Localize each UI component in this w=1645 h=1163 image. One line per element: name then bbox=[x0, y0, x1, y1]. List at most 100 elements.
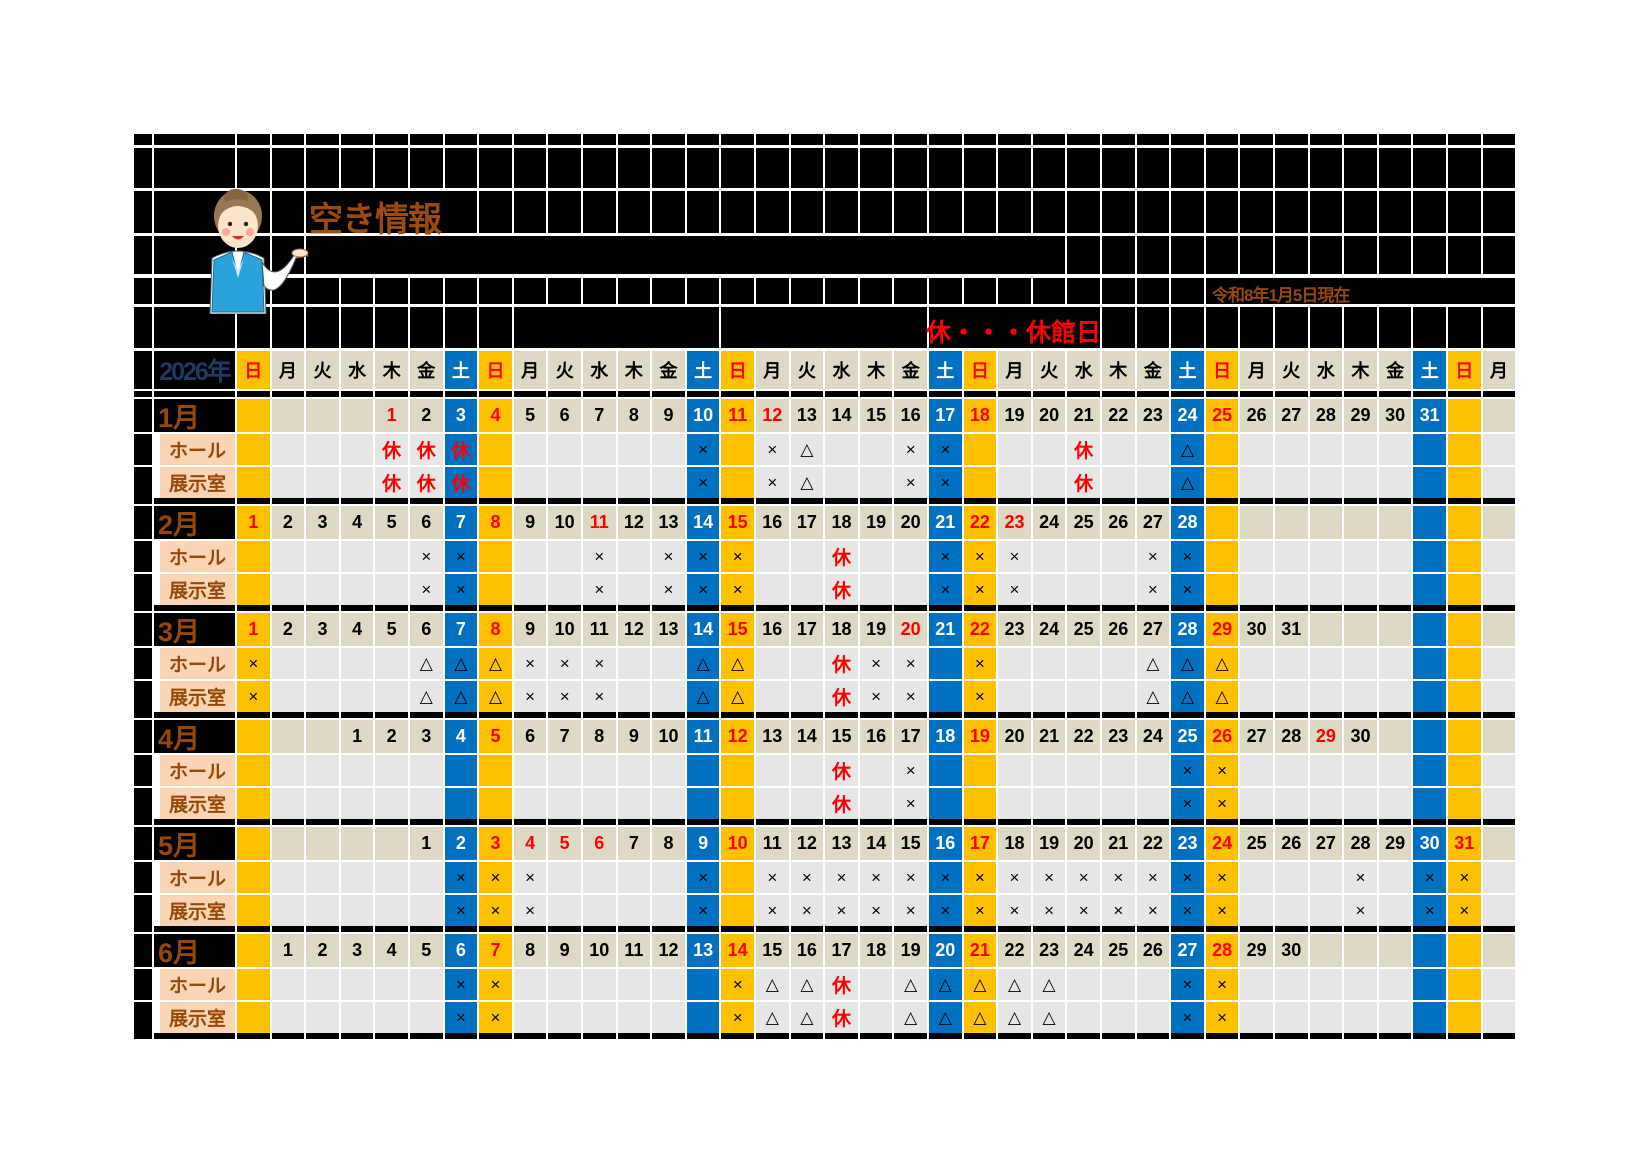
hall-availability-cell bbox=[1205, 434, 1239, 465]
separator bbox=[756, 1033, 789, 1039]
hall-availability-cell: × bbox=[1205, 755, 1239, 786]
separator bbox=[859, 498, 893, 504]
date-cell: 30 bbox=[1275, 934, 1308, 967]
separator bbox=[1378, 391, 1412, 397]
exhibit-availability-cell: × bbox=[513, 681, 547, 712]
date-cell: 30 bbox=[1240, 613, 1273, 646]
hall-availability-cell: × bbox=[894, 648, 927, 679]
hall-availability-cell bbox=[1275, 648, 1308, 679]
exhibit-availability-cell: 休 bbox=[444, 467, 478, 498]
hall-availability-cell bbox=[721, 434, 754, 465]
grid-cell bbox=[479, 191, 512, 233]
exhibit-availability-cell bbox=[1309, 574, 1343, 605]
grid-cell bbox=[134, 278, 152, 304]
separator bbox=[963, 926, 997, 932]
separator bbox=[929, 926, 962, 932]
weekday-header: 木 bbox=[1344, 351, 1377, 389]
exhibit-availability-cell bbox=[1032, 574, 1066, 605]
hall-availability-cell: × bbox=[513, 862, 547, 893]
grid-cell bbox=[583, 148, 616, 188]
separator bbox=[154, 605, 235, 611]
grid-cell bbox=[1448, 134, 1481, 145]
hall-availability-cell bbox=[583, 434, 616, 465]
grid-cell bbox=[686, 191, 720, 233]
grid-cell bbox=[963, 134, 997, 145]
hall-availability-cell: × bbox=[1205, 862, 1239, 893]
hall-availability-cell bbox=[721, 862, 754, 893]
hall-availability-cell bbox=[1448, 969, 1481, 1000]
hall-availability-cell: × bbox=[929, 434, 962, 465]
hall-availability-cell bbox=[1378, 862, 1412, 893]
separator bbox=[479, 605, 512, 611]
date-cell: 22 bbox=[963, 506, 997, 539]
grid-cell bbox=[479, 278, 512, 304]
date-cell bbox=[271, 720, 305, 753]
exhibit-availability-cell bbox=[306, 467, 339, 498]
hall-row-label: ホール bbox=[160, 862, 235, 893]
separator bbox=[513, 712, 547, 718]
date-cell: 10 bbox=[686, 399, 720, 432]
hall-availability-cell bbox=[1413, 541, 1446, 572]
separator bbox=[617, 712, 651, 718]
separator bbox=[1275, 1033, 1308, 1039]
exhibit-availability-cell: △ bbox=[444, 681, 478, 712]
grid-cell bbox=[340, 307, 374, 348]
separator bbox=[340, 605, 374, 611]
exhibit-availability-cell bbox=[1344, 467, 1377, 498]
weekday-header: 火 bbox=[1275, 351, 1308, 389]
hall-availability-cell bbox=[859, 755, 893, 786]
exhibit-availability-cell bbox=[652, 788, 685, 819]
hall-availability-cell bbox=[790, 755, 824, 786]
exhibit-availability-cell bbox=[479, 467, 512, 498]
separator bbox=[963, 391, 997, 397]
weekday-header: 土 bbox=[929, 351, 962, 389]
weekday-header: 金 bbox=[1378, 351, 1412, 389]
separator bbox=[652, 1033, 685, 1039]
hall-availability-cell bbox=[237, 755, 270, 786]
weekday-header: 木 bbox=[859, 351, 893, 389]
grid-cell bbox=[134, 862, 152, 893]
grid-cell bbox=[1344, 236, 1377, 274]
hall-availability-cell bbox=[1240, 541, 1273, 572]
exhibit-availability-cell bbox=[375, 788, 408, 819]
date-cell: 6 bbox=[548, 399, 581, 432]
grid-cell bbox=[134, 720, 152, 753]
date-cell bbox=[1309, 506, 1343, 539]
merged-cell bbox=[1205, 278, 1516, 304]
hall-availability-cell bbox=[1448, 755, 1481, 786]
grid-cell bbox=[1309, 191, 1343, 233]
date-cell: 22 bbox=[1136, 827, 1170, 860]
date-cell: 10 bbox=[548, 506, 581, 539]
hall-availability-cell: △ bbox=[1205, 648, 1239, 679]
separator bbox=[375, 712, 408, 718]
grid-cell bbox=[1309, 148, 1343, 188]
grid-cell bbox=[1448, 236, 1481, 274]
closed-day-legend: 休・・・休館日 bbox=[926, 319, 1102, 347]
separator bbox=[894, 926, 927, 932]
hall-availability-cell bbox=[306, 755, 339, 786]
hall-availability-cell: △ bbox=[1136, 648, 1170, 679]
separator bbox=[963, 605, 997, 611]
exhibit-availability-cell: × bbox=[1171, 1002, 1204, 1033]
separator bbox=[1378, 926, 1412, 932]
date-cell: 21 bbox=[929, 613, 962, 646]
hall-availability-cell bbox=[652, 648, 685, 679]
grid-cell bbox=[721, 278, 754, 304]
date-cell: 11 bbox=[583, 506, 616, 539]
separator bbox=[652, 391, 685, 397]
hall-availability-cell: △ bbox=[756, 969, 789, 1000]
separator bbox=[271, 1033, 305, 1039]
date-cell: 8 bbox=[479, 506, 512, 539]
hall-availability-cell bbox=[1378, 969, 1412, 1000]
hall-availability-cell bbox=[1413, 434, 1446, 465]
separator bbox=[929, 712, 962, 718]
separator bbox=[548, 712, 581, 718]
separator bbox=[721, 391, 754, 397]
date-cell: 26 bbox=[1136, 934, 1170, 967]
date-cell bbox=[1413, 613, 1446, 646]
exhibit-availability-cell bbox=[825, 467, 858, 498]
separator bbox=[1378, 1033, 1412, 1039]
hall-availability-cell bbox=[513, 755, 547, 786]
grid-cell bbox=[1171, 134, 1204, 145]
date-cell: 28 bbox=[1171, 613, 1204, 646]
